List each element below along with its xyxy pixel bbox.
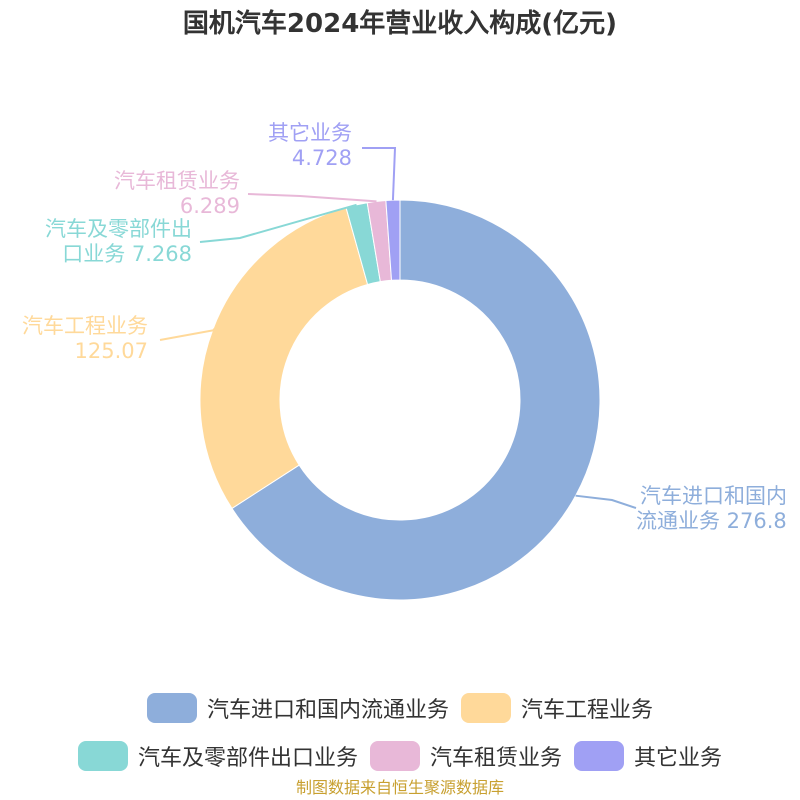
legend-item-3[interactable]: 汽车租赁业务 xyxy=(369,740,562,772)
legend-label-3: 汽车租赁业务 xyxy=(429,746,562,771)
slice-label-4-line1: 其它业务 xyxy=(268,121,352,145)
legend-label-0: 汽车进口和国内流通业务 xyxy=(206,698,449,723)
slice-label-2-line2: 口业务 7.268 xyxy=(62,242,192,266)
legend-label-1: 汽车工程业务 xyxy=(521,698,654,723)
donut-slice-4[interactable] xyxy=(385,199,401,281)
leader-line-2 xyxy=(199,203,357,243)
chart-title: 国机汽车2024年营业收入构成(亿元) xyxy=(182,9,618,39)
legend-item-0[interactable]: 汽车进口和国内流通业务 xyxy=(146,692,449,724)
legend-label-4: 其它业务 xyxy=(634,746,723,771)
leader-lines-group xyxy=(159,147,637,509)
leader-line-0 xyxy=(575,494,637,509)
slice-label-3-line1: 汽车租赁业务 xyxy=(114,169,240,193)
donut-chart: 汽车进口和国内 流通业务 276.8 汽车工程业务 125.07 汽车及零部件出… xyxy=(22,121,787,601)
legend-swatch-1 xyxy=(461,693,511,723)
legend-swatch-2 xyxy=(77,741,128,771)
slice-label-2-line1: 汽车及零部件出 xyxy=(45,217,192,241)
source-note: 制图数据来自恒生聚源数据库 xyxy=(295,778,504,797)
leader-line-3 xyxy=(247,193,377,203)
legend-item-2[interactable]: 汽车及零部件出口业务 xyxy=(77,740,358,772)
legend-item-4[interactable]: 其它业务 xyxy=(574,740,722,772)
slice-label-0-line2: 流通业务 276.8 xyxy=(636,509,787,533)
donut-slice-1[interactable] xyxy=(199,206,369,510)
slice-label-0-line1: 汽车进口和国内 xyxy=(640,484,787,508)
legend-row-2: 汽车及零部件出口业务 汽车租赁业务 其它业务 xyxy=(0,736,800,776)
donut-slice-0[interactable] xyxy=(231,199,601,601)
legend-item-1[interactable]: 汽车工程业务 xyxy=(461,692,653,724)
slice-label-4-line2: 4.728 xyxy=(292,146,352,170)
legend-row-1: 汽车进口和国内流通业务 汽车工程业务 xyxy=(0,688,800,728)
legend-swatch-0 xyxy=(146,693,197,723)
slice-label-3-line2: 6.289 xyxy=(180,194,240,218)
legend: 汽车进口和国内流通业务 汽车工程业务 汽车及零部件出口业务 汽车租赁业务 其它业… xyxy=(0,688,800,784)
leader-line-1 xyxy=(159,328,219,341)
slice-label-1-line1: 汽车工程业务 xyxy=(22,314,148,338)
leader-line-4 xyxy=(362,147,397,201)
slices-group xyxy=(199,199,601,601)
legend-label-2: 汽车及零部件出口业务 xyxy=(137,746,358,771)
slice-label-1-line2: 125.07 xyxy=(75,339,148,363)
legend-swatch-4 xyxy=(574,741,624,771)
legend-swatch-3 xyxy=(369,741,420,771)
